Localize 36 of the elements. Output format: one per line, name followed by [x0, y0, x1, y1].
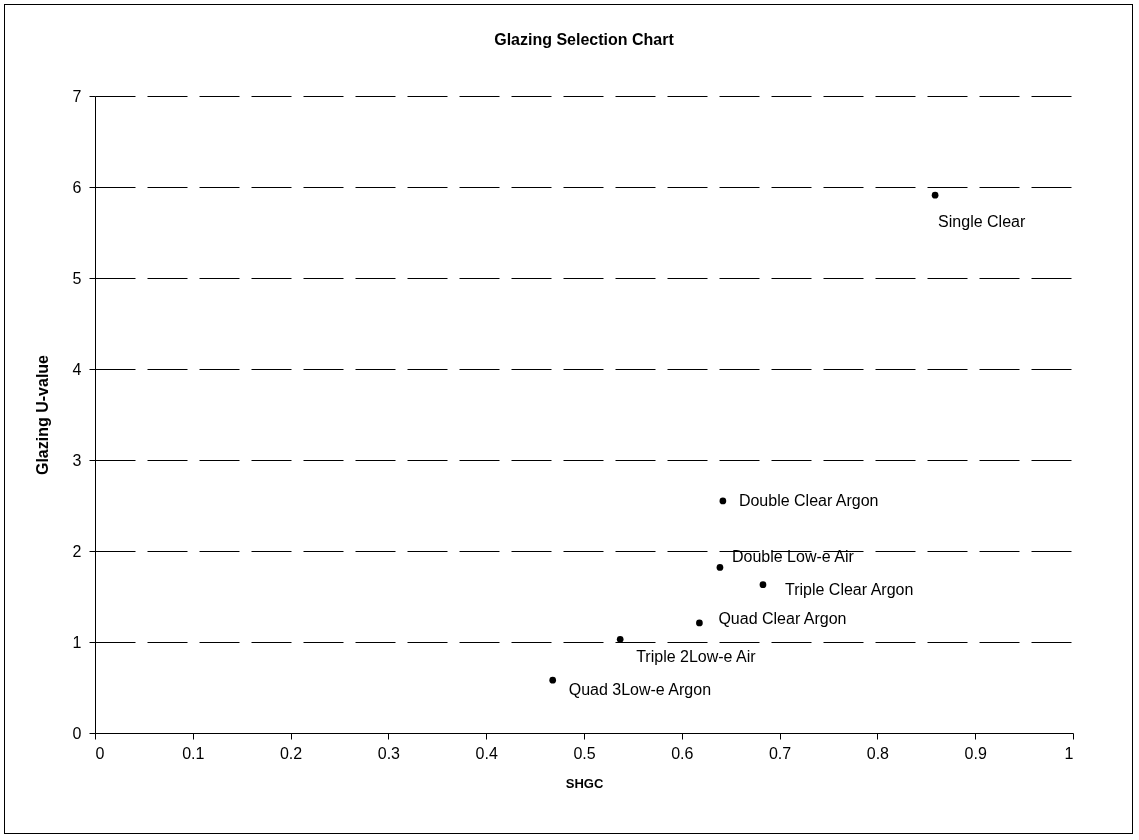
annotation: Quad Clear Argon	[718, 609, 847, 627]
chart-title: Glazing Selection Chart	[494, 31, 675, 48]
x-tick-label: 0.7	[768, 744, 792, 762]
y-tick-label: 6	[72, 178, 82, 196]
annotation: Single Clear	[938, 213, 1026, 231]
point	[616, 635, 624, 643]
annotation: Double Clear Argon	[738, 491, 879, 509]
y-tick-label: 5	[72, 269, 82, 287]
x-tick-label: 0.4	[475, 744, 498, 762]
point	[931, 191, 939, 199]
point	[719, 497, 727, 505]
x-axis-title: SHGC	[565, 775, 604, 791]
y-tick-label: 2	[72, 542, 82, 560]
y-tick-label: 1	[72, 633, 82, 651]
annotation: Quad 3Low-e Argon	[568, 681, 712, 699]
point	[759, 581, 767, 589]
point	[696, 619, 703, 627]
y-tick-label: 7	[72, 87, 82, 105]
x-tick-label: 0	[95, 744, 105, 762]
point	[716, 564, 724, 571]
x-tick-label: 1	[1064, 744, 1074, 762]
y-axis-title: Glazing U-value	[33, 354, 51, 476]
x-tick-label: 0.6	[671, 744, 694, 762]
annotation: Double Low-e Air	[731, 548, 855, 566]
y-tick-label: 4	[72, 360, 82, 378]
annotation: Triple Clear Argon	[784, 580, 914, 598]
x-tick-label: 0.9	[964, 744, 987, 762]
y-tick-label: 3	[72, 451, 82, 469]
x-tick-label: 0.1	[182, 744, 205, 762]
annotation: Triple 2Low-e Air	[636, 648, 757, 666]
y-tick-label: 0	[72, 724, 82, 742]
point	[549, 676, 557, 684]
x-tick-label: 0.2	[279, 744, 303, 762]
x-tick-label: 0.3	[377, 744, 401, 762]
x-tick-label: 0.5	[573, 744, 596, 762]
x-tick-label: 0.8	[866, 744, 890, 762]
